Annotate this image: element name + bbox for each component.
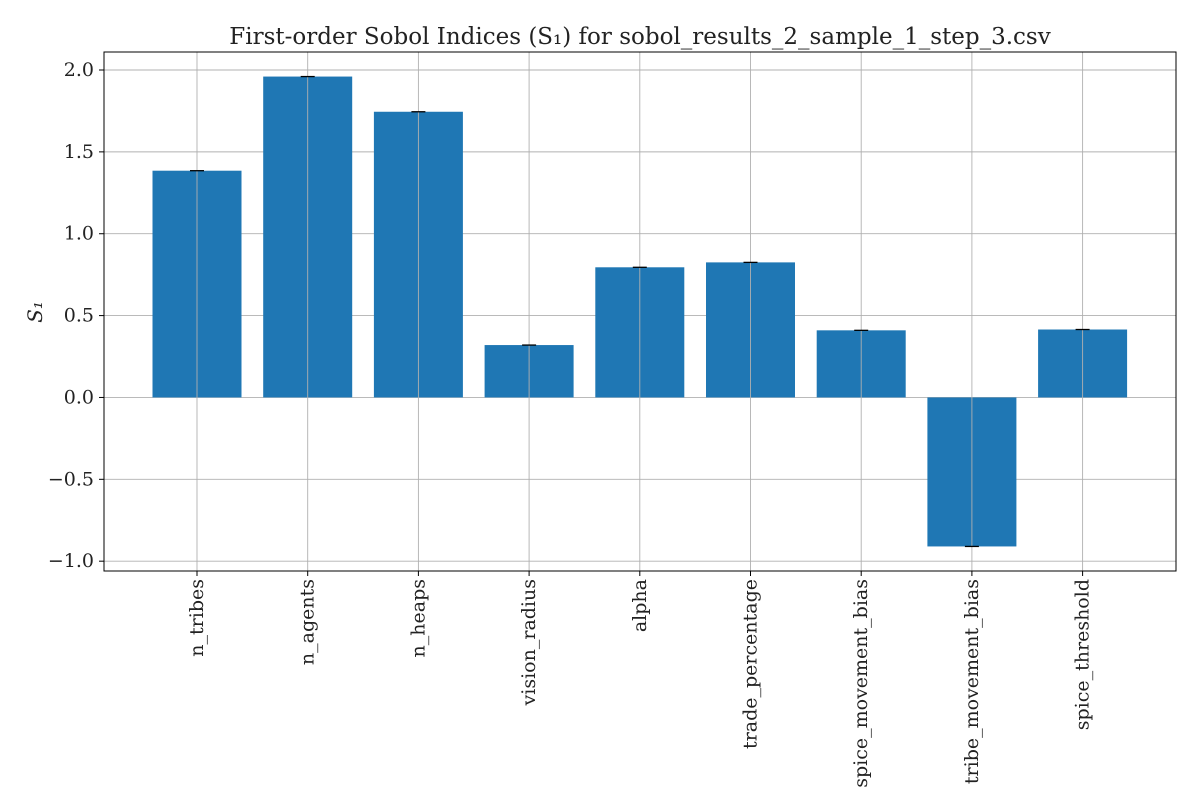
x-tick-label: spice_movement_bias [850, 579, 872, 788]
y-tick-label: 0.5 [64, 305, 94, 327]
x-tick-label: n_heaps [407, 579, 429, 657]
y-axis-ticks: −1.0 −0.5 0.0 0.5 1.0 1.5 2.0 [48, 59, 104, 572]
x-tick-label: vision_radius [518, 579, 540, 706]
x-tick-label: n_tribes [186, 579, 208, 657]
x-tick-label: alpha [629, 579, 651, 632]
x-tick-label: trade_percentage [740, 579, 762, 749]
y-tick-label: 2.0 [64, 59, 94, 81]
error-bars-group [190, 75, 1090, 548]
y-tick-label: −0.5 [48, 468, 94, 490]
x-tick-label: tribe_movement_bias [961, 579, 983, 784]
x-tick-label: spice_threshold [1072, 579, 1094, 730]
x-tick-label: n_agents [297, 579, 319, 665]
chart-title: First-order Sobol Indices (S₁) for sobol… [229, 24, 1050, 50]
y-tick-label: −1.0 [48, 550, 94, 572]
y-tick-label: 1.5 [64, 141, 94, 163]
vertical-grid-lines [196, 52, 1084, 571]
plot-frame [103, 51, 1177, 572]
y-axis-label: S₁ [23, 301, 47, 323]
y-tick-label: 1.0 [64, 223, 94, 245]
y-tick-label: 0.0 [64, 386, 94, 408]
x-axis-ticks: n_tribes n_agents n_heaps vision_radius alph… [186, 571, 1094, 788]
